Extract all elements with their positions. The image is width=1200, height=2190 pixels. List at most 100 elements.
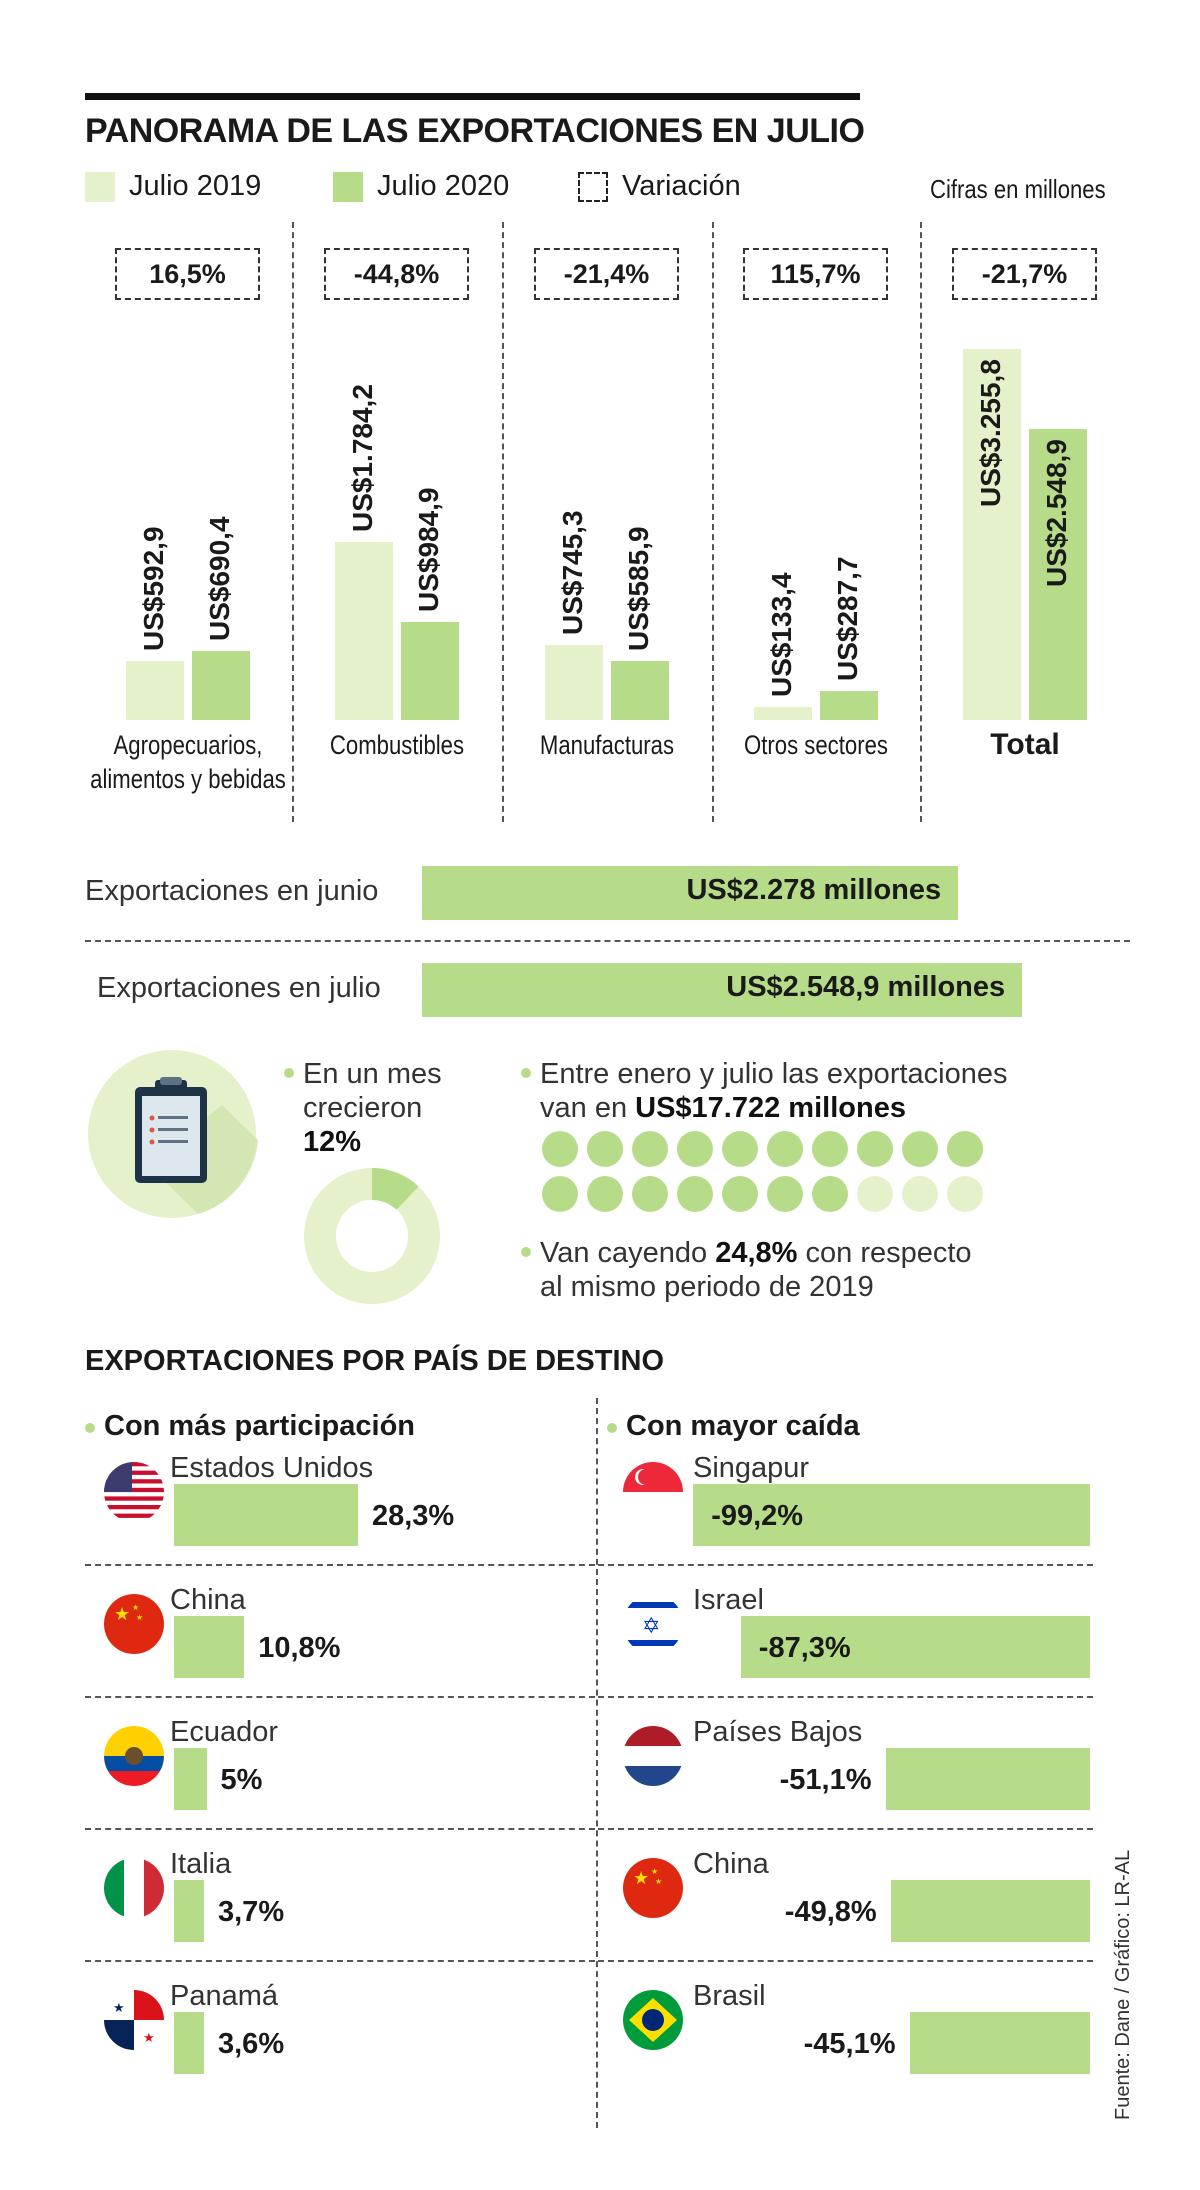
row-divider	[598, 1564, 1093, 1566]
bullet-dot	[85, 1423, 95, 1433]
progress-dot	[902, 1176, 938, 1212]
fall-suffix: con respecto	[797, 1237, 972, 1269]
legend-swatch-2020	[333, 171, 363, 202]
row-divider	[598, 1696, 1093, 1698]
units-note: Cifras en millones	[930, 174, 1106, 204]
country-value: -45,1%	[803, 2028, 896, 2060]
progress-dot	[542, 1176, 578, 1212]
variation-box: -44,8%	[324, 248, 469, 300]
svg-text:★: ★	[136, 1613, 143, 1622]
growth-line2: crecieron	[303, 1092, 423, 1124]
june-value: US$2.278 millones	[686, 874, 942, 906]
value-label-2019: US$745,3	[557, 510, 588, 636]
country-value: -49,8%	[784, 1896, 877, 1928]
progress-dot	[767, 1176, 803, 1212]
growth-value: 12%	[303, 1126, 362, 1158]
variation-box: 16,5%	[115, 248, 260, 300]
cumulative-line2: van en US$17.722 millones	[540, 1091, 1007, 1125]
category-line: alimentos y bebidas	[90, 764, 286, 794]
value-label-2019: US$1.784,2	[347, 383, 378, 532]
country-bar	[174, 2012, 204, 2074]
progress-dot	[677, 1131, 713, 1167]
country-value: -99,2%	[711, 1500, 804, 1532]
row-divider	[598, 1828, 1093, 1830]
page-title: PANORAMA DE LAS EXPORTACIONES EN JULIO	[85, 112, 865, 150]
fall-text: Van cayendo 24,8% con respecto al mismo …	[540, 1236, 972, 1304]
flag-icon: ★ ★ ★	[623, 1858, 683, 1918]
progress-dot	[632, 1131, 668, 1167]
legend-2019: Julio 2019	[85, 170, 261, 203]
svg-text:★: ★	[143, 2030, 155, 2045]
progress-dot	[722, 1131, 758, 1167]
bullet-dot	[607, 1423, 617, 1433]
progress-dot	[857, 1176, 893, 1212]
value-label-2020: US$984,9	[413, 486, 444, 612]
value-label-2020: US$585,9	[623, 526, 654, 652]
country-name: Panamá	[170, 1980, 279, 2012]
right-column-title: Con mayor caída	[626, 1410, 860, 1442]
bar-2020	[1029, 429, 1087, 720]
growth-text: En un mes crecieron 12%	[303, 1057, 442, 1159]
country-bar	[174, 1616, 245, 1678]
progress-dot	[767, 1131, 803, 1167]
fall-value: 24,8%	[715, 1237, 798, 1269]
progress-dot	[812, 1131, 848, 1167]
country-value: 3,7%	[218, 1896, 285, 1928]
flag-icon	[104, 1726, 164, 1786]
cumulative-line1: Entre enero y julio las exportaciones	[540, 1058, 1008, 1090]
bullet-dot	[521, 1247, 531, 1257]
svg-text:★: ★	[113, 2000, 125, 2015]
country-bar	[740, 1616, 1090, 1678]
separator	[292, 222, 294, 822]
category-label: Combustibles	[295, 728, 500, 762]
progress-dot	[722, 1176, 758, 1212]
category-label: Agropecuarios, alimentos y bebidas	[86, 728, 289, 796]
july-bar	[422, 963, 1023, 1017]
divider	[85, 940, 1130, 942]
legend-variation: Variación	[578, 170, 741, 203]
value-label-2020: US$287,7	[832, 556, 863, 682]
svg-text:★: ★	[655, 1877, 662, 1886]
legend-swatch-variation	[578, 171, 608, 202]
value-label-2020: US$690,4	[204, 516, 235, 641]
country-bar	[174, 1484, 358, 1546]
country-value: 5%	[220, 1764, 263, 1796]
value-label-2019: US$133,4	[766, 572, 797, 697]
legend-swatch-2019	[85, 171, 115, 202]
bullet-dot	[521, 1068, 531, 1078]
country-name: Brasil	[693, 1980, 766, 2012]
country-name: China	[170, 1584, 246, 1616]
country-bar	[174, 1880, 204, 1942]
flag-icon: ★ ★ ★	[104, 1594, 164, 1654]
legend-label-2019: Julio 2019	[129, 170, 262, 202]
total-label: Total	[900, 728, 1150, 762]
category-line: Manufacturas	[539, 730, 675, 760]
growth-donut-chart	[304, 1168, 440, 1304]
country-value: -51,1%	[779, 1764, 872, 1796]
separator	[502, 222, 504, 822]
category-line: Total	[990, 728, 1060, 761]
country-name: Estados Unidos	[170, 1452, 374, 1484]
cumulative-amount: US$17.722 millones	[635, 1092, 906, 1124]
progress-dot	[947, 1176, 983, 1212]
progress-dot	[902, 1131, 938, 1167]
category-line: Combustibles	[329, 730, 465, 760]
category-line: Otros sectores	[744, 730, 888, 760]
june-label: Exportaciones en junio	[85, 875, 379, 907]
flag-icon	[623, 1990, 683, 2050]
country-value: -87,3%	[758, 1632, 851, 1664]
june-bar	[422, 866, 959, 920]
category-label: Manufacturas	[505, 728, 710, 762]
value-label-2019: US$3.255,8	[975, 358, 1006, 507]
country-name: Ecuador	[170, 1716, 279, 1748]
row-divider	[85, 1696, 595, 1698]
country-bar	[693, 1484, 1090, 1546]
country-name: Países Bajos	[693, 1716, 863, 1748]
cumulative-text: Entre enero y julio las exportaciones va…	[540, 1057, 1007, 1125]
separator	[920, 222, 922, 822]
source-note: Fuente: Dane / Gráfico: LR-AL	[1112, 1849, 1134, 2120]
bar-2020	[192, 650, 250, 720]
clipboard-icon	[88, 1050, 258, 1218]
country-name: Italia	[170, 1848, 232, 1880]
bar-2020	[611, 661, 669, 720]
